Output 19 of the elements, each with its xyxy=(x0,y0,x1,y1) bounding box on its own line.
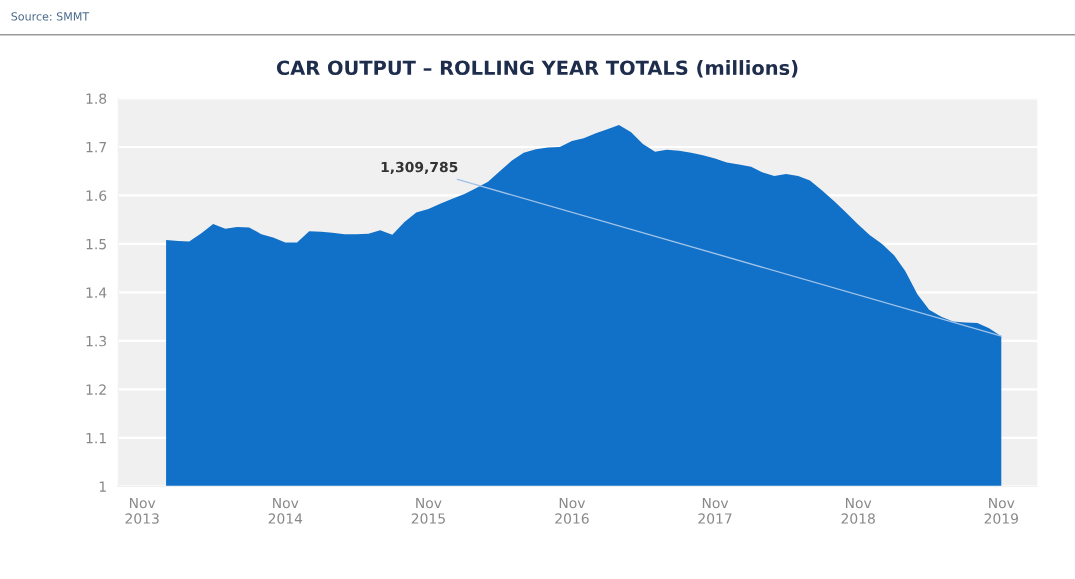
y-tick-label: 1.1 xyxy=(86,433,106,444)
x-tick-label: Nov 2015 xyxy=(411,497,445,524)
y-tick-label: 1.5 xyxy=(86,239,106,250)
y-tick-label: 1.3 xyxy=(86,335,107,347)
y-tick-label: 1.7 xyxy=(86,142,106,153)
x-tick-label: Nov 2016 xyxy=(555,497,589,524)
annotation: 1,309,785 xyxy=(381,161,458,175)
y-tick-label: 1.8 xyxy=(86,93,107,104)
y-tick-label: 1.2 xyxy=(86,384,106,395)
y-tick-label: 1.4 xyxy=(86,287,107,298)
y-tick-label: 1 xyxy=(99,481,106,492)
x-tick-label: Nov 2018 xyxy=(841,497,875,524)
x-tick-label: Nov 2013 xyxy=(125,497,159,524)
x-tick-label: Nov 2014 xyxy=(268,497,303,524)
x-tick-label: Nov 2019 xyxy=(984,497,1018,524)
x-tick-label: Nov 2017 xyxy=(698,497,732,524)
y-tick-label: 1.6 xyxy=(86,190,107,201)
chart-title: CAR OUTPUT – ROLLING YEAR TOTALS (millions) xyxy=(276,60,798,78)
source-note: Source: SMMT xyxy=(11,12,90,21)
